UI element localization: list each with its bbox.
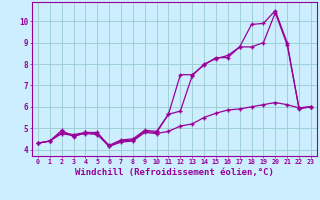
X-axis label: Windchill (Refroidissement éolien,°C): Windchill (Refroidissement éolien,°C) [75,168,274,177]
